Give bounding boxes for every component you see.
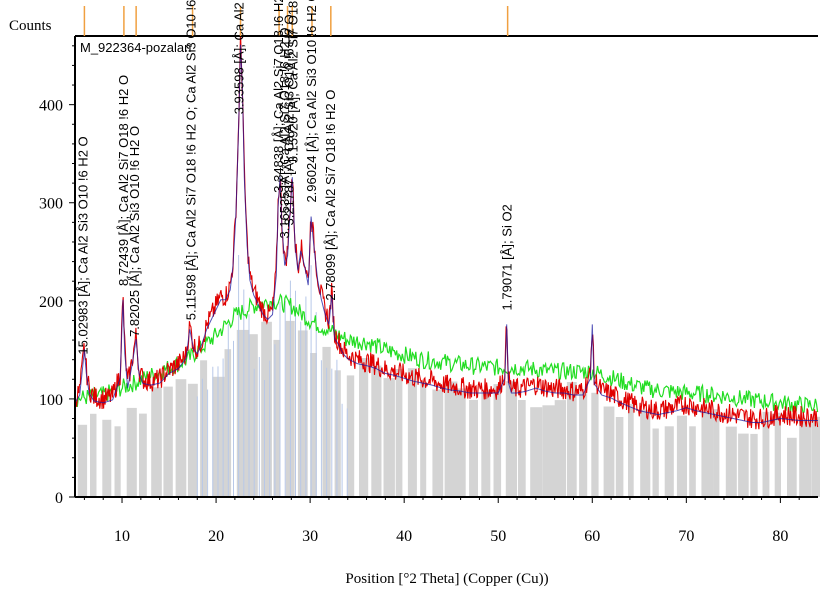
reference-bar (469, 399, 478, 497)
y-tick-label: 300 (39, 196, 63, 213)
x-axis-label: Position [°2 Theta] (Copper (Cu)) (345, 571, 548, 587)
reference-bar (77, 424, 88, 497)
reference-bar (505, 381, 517, 497)
reference-peak-label: 2.78099 [Å]; Ca Al2 Si7 O18 !6 H2 O (323, 90, 338, 301)
x-tick-label: 70 (678, 528, 694, 545)
reference-bar (359, 358, 369, 497)
reference-bar (456, 388, 466, 497)
reference-bar (701, 411, 714, 497)
reference-bar (713, 409, 720, 497)
reference-peak-label: 8.72439 [Å]; Ca Al2 Si7 O18 !6 H2 O (116, 75, 131, 286)
reference-bar (334, 370, 341, 497)
reference-bar (310, 353, 317, 497)
x-tick-label: 10 (114, 528, 130, 545)
reference-peak-label: 15.02983 [Å]; Ca Al2 Si3 O10 !6 H2 O (76, 136, 91, 354)
x-tick-label: 80 (772, 528, 788, 545)
reference-bar (689, 426, 696, 497)
y-axis-label: Counts (9, 18, 52, 34)
reference-peak-label: 3.93598 [Å]; Ca Al2 Si7 O18 !6 H2 O (232, 0, 247, 114)
reference-bar (273, 339, 281, 497)
observed-intensity-line (74, 31, 819, 430)
reference-bar (383, 378, 395, 497)
reference-bar (628, 403, 634, 497)
reference-bar (676, 415, 687, 497)
reference-bar (297, 330, 308, 497)
reference-peak-label: 3.16535 [Å]; Ca Al2 Si7 O18 !6 H2 O (277, 28, 292, 239)
reference-bar (444, 381, 458, 497)
reference-bar (530, 407, 543, 497)
reference-peak-label: 2.96024 [Å]; Ca Al2 Si3 O10 !6 H2 O (304, 0, 319, 203)
reference-peak-label: 3.34838 [Å]; Ca Al2 Si7 O18 !6 H2 O; Si … (271, 0, 286, 193)
reference-bar (200, 360, 208, 497)
reference-bar (603, 406, 615, 497)
reference-bar (664, 426, 674, 497)
reference-peak-label: 1.79071 [Å]; Si O2 (500, 204, 515, 310)
y-tick-label: 400 (39, 98, 63, 115)
reference-bar (249, 334, 258, 497)
reference-bar (652, 428, 659, 497)
reference-bar (493, 384, 502, 497)
reference-bar (102, 419, 112, 497)
reference-peak-label: 3.15920 [Å]; Ca Al2 Si7 O18 !6 H2 O (285, 0, 300, 163)
reference-bar (566, 382, 577, 497)
x-tick-label: 60 (584, 528, 600, 545)
reference-bar (187, 383, 198, 497)
reference-bar (762, 411, 770, 497)
reference-bar (236, 329, 250, 497)
reference-bar (371, 365, 382, 497)
reference-bar (432, 389, 444, 497)
reference-bar (346, 375, 355, 497)
y-tick-label: 200 (39, 294, 63, 311)
x-tick-label: 20 (208, 528, 224, 545)
reference-bar (787, 437, 797, 497)
sample-label: M_922364-pozalan (80, 40, 191, 55)
reference-bar (554, 400, 566, 497)
reference-bar (591, 392, 599, 497)
reference-bar (395, 369, 403, 497)
reference-bar (163, 386, 173, 497)
reference-bar (90, 413, 97, 497)
reference-bar (151, 387, 162, 497)
reference-bar (738, 433, 749, 497)
x-tick-label: 30 (302, 528, 318, 545)
reference-bar (799, 418, 812, 497)
reference-peak-label: 3.21787 [Å]; Ca Al2 Si3 O10 !6 H2 O (281, 14, 296, 225)
calculated-profile-line (74, 44, 818, 423)
x-tick-label: 50 (490, 528, 506, 545)
reference-bar (750, 433, 758, 497)
reference-bar (175, 379, 187, 497)
y-tick-label: 100 (39, 392, 63, 409)
reference-bar (542, 405, 555, 497)
reference-bar (261, 321, 272, 497)
reference-bar (615, 417, 624, 497)
y-tick-label: 0 (55, 490, 63, 507)
x-tick-label: 40 (396, 528, 412, 545)
reference-bar (579, 391, 588, 497)
reference-bar (725, 426, 737, 497)
reference-peak-label: 5.11598 [Å]; Ca Al2 Si7 O18 !6 H2 O; Ca … (184, 0, 199, 320)
reference-bar (114, 426, 121, 497)
reference-peak-label: 7.82025 [Å]; Ca Al2 Si3 O10 !6 H2 O (127, 126, 142, 337)
reference-bar (640, 409, 651, 497)
reference-bar (420, 380, 427, 497)
reference-bar (774, 412, 781, 497)
reference-bar (518, 400, 526, 497)
reference-bar (212, 376, 225, 497)
reference-bar (811, 416, 820, 497)
reference-bar (481, 389, 491, 497)
reference-bar (126, 407, 137, 497)
reference-bar (407, 368, 417, 497)
reference-bar (139, 413, 147, 497)
